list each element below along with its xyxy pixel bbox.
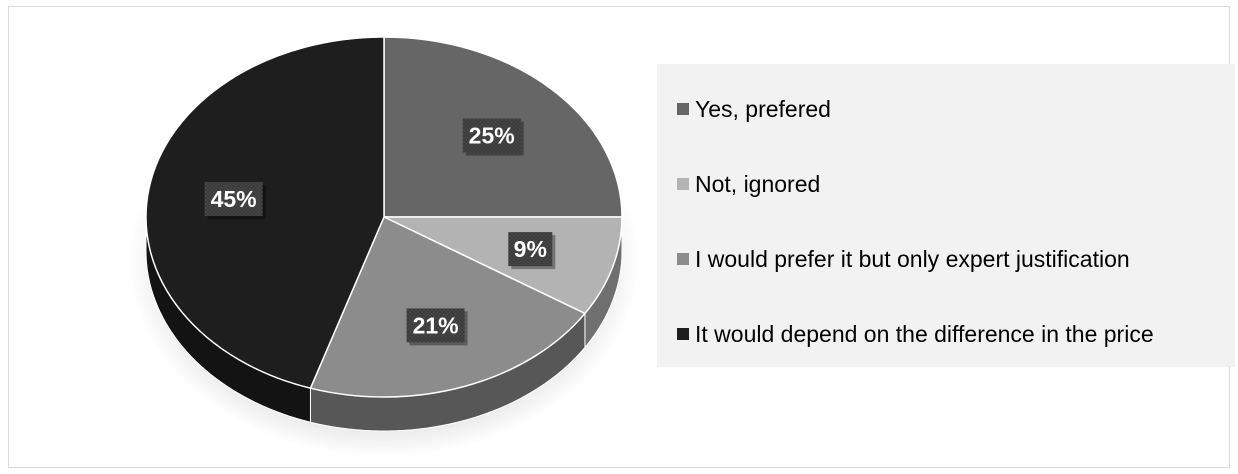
chart-frame: 25% 9% 21% 45% Yes, prefered Not, ignored I w… [8, 6, 1230, 468]
legend-label: Yes, prefered [695, 96, 831, 123]
data-label-i-would-prefer-it-but-only-expert-justification: 21% [407, 308, 468, 345]
legend-item-yes-prefered: Yes, prefered [677, 94, 831, 124]
legend-item-it-would-depend-on-the-difference-in-the-price: It would depend on the difference in the… [677, 319, 1154, 349]
legend-item-i-would-prefer-it-but-only-expert-justification: I would prefer it but only expert justif… [677, 244, 1130, 274]
legend-swatch [677, 178, 689, 190]
pie-chart: 25% 9% 21% 45% [9, 7, 649, 467]
data-label-it-would-depend-on-the-difference-in-the-price: 45% [205, 182, 266, 219]
legend-item-not-ignored: Not, ignored [677, 169, 820, 199]
data-label-value: 45% [211, 186, 257, 212]
legend-swatch [677, 103, 689, 115]
legend: Yes, prefered Not, ignored I would prefer … [657, 64, 1235, 367]
data-label-value: 25% [469, 123, 515, 149]
legend-label: It would depend on the difference in the… [695, 321, 1154, 348]
legend-label: Not, ignored [695, 171, 820, 198]
legend-label: I would prefer it but only expert justif… [695, 246, 1130, 273]
data-label-value: 21% [413, 312, 459, 338]
legend-swatch [677, 328, 689, 340]
data-label-not-ignored: 9% [508, 232, 555, 269]
legend-swatch [677, 253, 689, 265]
data-label-yes-prefered: 25% [463, 119, 524, 156]
data-label-value: 9% [514, 236, 547, 262]
